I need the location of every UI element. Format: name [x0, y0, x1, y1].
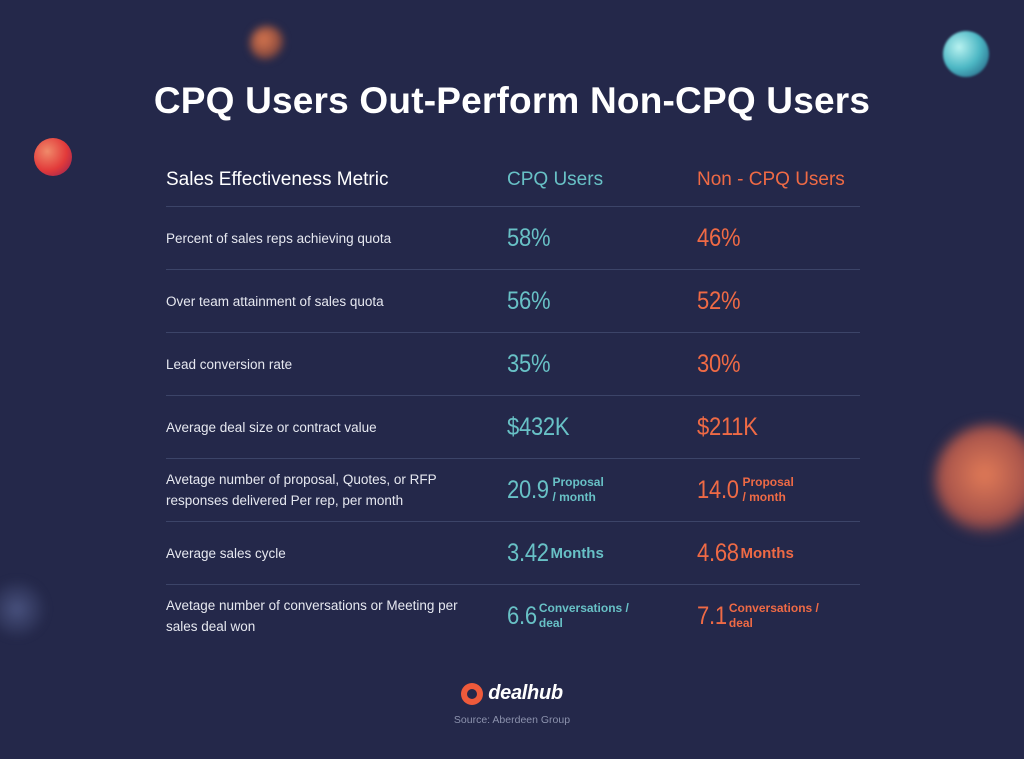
- cpq-value-cell: $432K: [507, 396, 578, 458]
- cpq-value: 35%: [507, 349, 551, 378]
- cpq-value: 56%: [507, 286, 551, 315]
- metric-label: Average sales cycle: [166, 545, 286, 561]
- metric-label: Over team attainment of sales quota: [166, 293, 384, 309]
- cpq-unit-line2: / month: [552, 490, 596, 504]
- table-row: Average deal size or contract value $432…: [166, 396, 860, 459]
- non-cpq-value: 30%: [697, 349, 741, 378]
- non-cpq-unit: Months: [740, 544, 794, 562]
- header-non-cpq: Non - CPQ Users: [697, 169, 845, 190]
- header-metric: Sales Effectiveness Metric: [166, 169, 389, 190]
- non-cpq-value-cell: 46%: [697, 207, 746, 269]
- non-cpq-unit: Conversations / deal: [729, 601, 839, 631]
- brand-logo: dealhub: [0, 682, 1024, 705]
- non-cpq-unit-line2: / month: [742, 490, 786, 504]
- cpq-value: 58%: [507, 223, 551, 252]
- cpq-value-cell: 58%: [507, 207, 556, 269]
- table-row: Over team attainment of sales quota 56% …: [166, 270, 860, 333]
- non-cpq-value-cell: 14.0 Proposal / month: [697, 459, 852, 521]
- non-cpq-value-cell: 7.1 Conversations / deal: [697, 585, 839, 647]
- cpq-unit: Conversations / deal: [539, 601, 649, 631]
- decorative-orb: [34, 138, 72, 176]
- cpq-unit: Proposal / month: [552, 475, 662, 505]
- cpq-value-cell: 3.42 Months: [507, 522, 604, 584]
- non-cpq-value-cell: 30%: [697, 333, 746, 395]
- cpq-value: 6.6: [507, 601, 537, 630]
- header-cpq: CPQ Users: [507, 169, 604, 190]
- metric-label: Avetage number of conversations or Meeti…: [166, 598, 458, 634]
- non-cpq-value: 4.68: [697, 538, 739, 567]
- non-cpq-value-cell: 4.68 Months: [697, 522, 794, 584]
- source-note: Source: Aberdeen Group: [453, 714, 571, 726]
- metric-label: Avetage number of proposal, Quotes, or R…: [166, 472, 437, 508]
- cpq-value: 3.42: [507, 538, 549, 567]
- table-row: Percent of sales reps achieving quota 58…: [166, 207, 860, 270]
- cpq-value: $432K: [507, 412, 570, 441]
- non-cpq-value: 52%: [697, 286, 741, 315]
- decorative-orb: [943, 31, 989, 77]
- cpq-unit: Months: [550, 544, 604, 562]
- table-row: Avetage number of proposal, Quotes, or R…: [166, 459, 860, 522]
- cpq-value-cell: 20.9 Proposal / month: [507, 459, 662, 521]
- cpq-unit-line1: Proposal: [552, 475, 604, 489]
- cpq-value-cell: 6.6 Conversations / deal: [507, 585, 649, 647]
- decorative-orb: [935, 425, 1024, 535]
- non-cpq-value: 7.1: [697, 601, 727, 630]
- metric-label: Lead conversion rate: [166, 356, 293, 372]
- metric-label: Percent of sales reps achieving quota: [166, 230, 392, 246]
- non-cpq-value-cell: 52%: [697, 270, 746, 332]
- cpq-unit-line1: Conversations /: [538, 601, 629, 615]
- table-row: Lead conversion rate 35% 30%: [166, 333, 860, 396]
- metric-label: Average deal size or contract value: [166, 419, 377, 435]
- non-cpq-unit-line2: deal: [728, 616, 753, 630]
- page-title: CPQ Users Out-Perform Non-CPQ Users: [153, 80, 871, 121]
- non-cpq-value-cell: $211K: [697, 396, 766, 458]
- non-cpq-unit-line1: Conversations /: [728, 601, 819, 615]
- decorative-orb: [0, 578, 48, 640]
- brand-name: dealhub: [488, 682, 563, 704]
- non-cpq-unit: Proposal / month: [742, 475, 852, 505]
- cpq-value: 20.9: [507, 475, 549, 504]
- table-row: Average sales cycle 3.42 Months 4.68 Mon…: [166, 522, 860, 585]
- non-cpq-unit-line1: Proposal: [742, 475, 794, 489]
- cpq-unit-line2: deal: [538, 616, 563, 630]
- cpq-value-cell: 56%: [507, 270, 556, 332]
- dealhub-logo-icon: [461, 682, 484, 705]
- non-cpq-value: 14.0: [697, 475, 739, 504]
- non-cpq-value: $211K: [697, 412, 758, 441]
- table-row: Avetage number of conversations or Meeti…: [166, 585, 860, 647]
- table-header: Sales Effectiveness Metric CPQ Users Non…: [166, 158, 860, 207]
- decorative-orb: [250, 26, 284, 60]
- comparison-table: Sales Effectiveness Metric CPQ Users Non…: [166, 158, 860, 647]
- non-cpq-value: 46%: [697, 223, 741, 252]
- cpq-value-cell: 35%: [507, 333, 556, 395]
